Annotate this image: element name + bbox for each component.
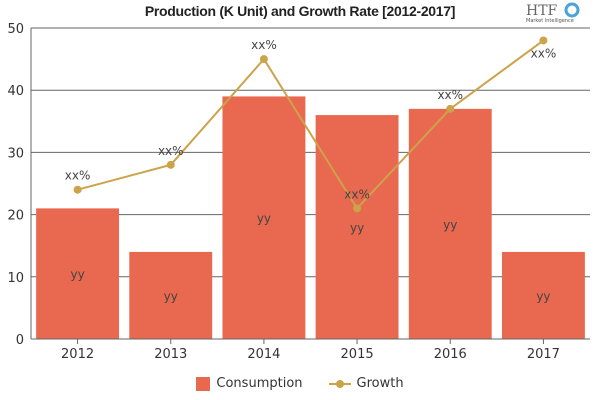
growth-point-2016 (446, 104, 455, 113)
bar-2016 (408, 108, 492, 339)
y-tick-label: 30 (7, 146, 24, 161)
x-tick-label: 2017 (527, 347, 560, 362)
htf-logo: HTF Market Intelligence (524, 0, 586, 24)
legend-item-growth[interactable]: Growth (328, 376, 404, 391)
y-tick-label: 50 (7, 22, 24, 37)
growth-data-label: xx% (344, 187, 370, 201)
bar-2017 (501, 251, 585, 339)
svg-text:HTF: HTF (526, 3, 558, 19)
svg-text:Market Intelligence: Market Intelligence (526, 18, 574, 24)
y-tick-label: 40 (7, 84, 24, 99)
growth-data-label: xx% (531, 46, 557, 60)
growth-data-label: xx% (65, 169, 91, 183)
x-tick-label: 2012 (61, 347, 94, 362)
bar-data-label: yy (257, 212, 271, 226)
bar-2012 (36, 208, 120, 339)
bar-data-label: yy (70, 268, 84, 282)
bar-2015 (315, 115, 399, 339)
growth-point-2015 (353, 204, 362, 213)
x-tick-label: 2015 (341, 347, 374, 362)
bar-2014 (222, 96, 306, 339)
y-tick-label: 0 (16, 333, 24, 348)
x-tick-label: 2013 (154, 347, 187, 362)
growth-point-2017 (539, 36, 548, 45)
growth-data-label: xx% (251, 38, 277, 52)
growth-data-label: xx% (158, 144, 184, 158)
bar-data-label: yy (536, 289, 550, 303)
bar-data-label: yy (164, 289, 178, 303)
legend-item-consumption[interactable]: Consumption (196, 376, 303, 391)
legend-swatch (196, 376, 211, 391)
y-tick-label: 20 (7, 209, 24, 224)
x-tick-label: 2016 (434, 347, 467, 362)
legend: Consumption Growth (0, 376, 600, 391)
growth-point-2012 (73, 185, 82, 194)
bar-data-label: yy (350, 221, 364, 235)
growth-data-label: xx% (437, 88, 463, 102)
bar-2013 (129, 251, 213, 339)
legend-line-marker (328, 377, 351, 391)
bar-data-label: yy (443, 218, 457, 232)
chart-title: Production (K Unit) and Growth Rate [201… (144, 3, 456, 19)
growth-point-2013 (166, 160, 175, 169)
growth-point-2014 (259, 55, 268, 64)
y-tick-label: 10 (7, 271, 24, 286)
x-tick-label: 2014 (247, 347, 280, 362)
growth-line (77, 39, 545, 211)
